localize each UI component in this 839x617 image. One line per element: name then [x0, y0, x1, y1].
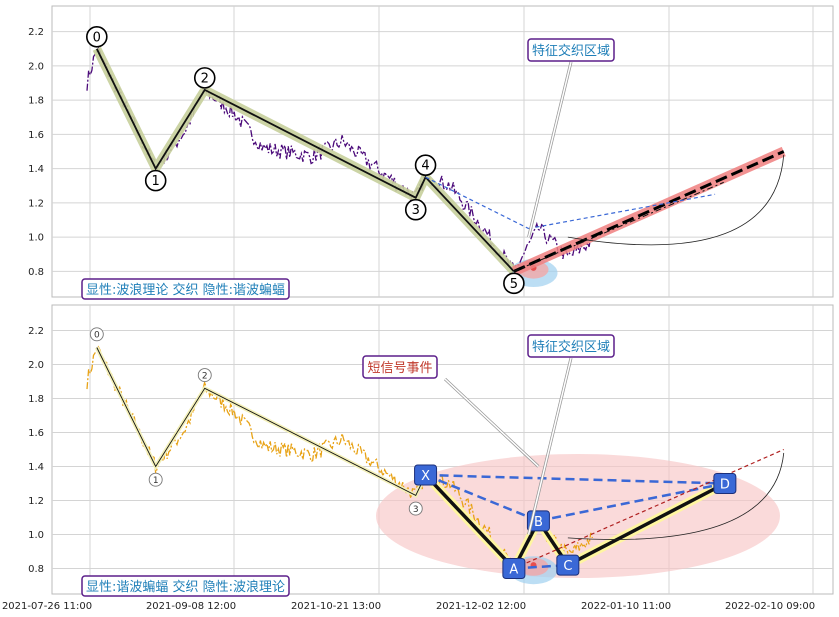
- y-tick-label: 1.2: [28, 496, 44, 507]
- wave-line: [96, 48, 515, 272]
- wave-label-3: 3: [413, 505, 419, 515]
- annotation-box-label: 显性:谐波蝙蝠 交织 隐性:波浪理论: [86, 579, 285, 595]
- feature-arrow: [527, 61, 572, 238]
- projection-arc: [567, 452, 785, 540]
- y-tick-label: 1.2: [28, 198, 44, 209]
- blue-dash-2: [528, 193, 716, 230]
- harmonic-xd-dash: [425, 473, 725, 485]
- harmonic-label-a: A: [509, 563, 518, 578]
- annotation-box: [81, 575, 290, 597]
- projection-dash: [513, 150, 785, 273]
- y-tick-label: 0.8: [28, 267, 44, 278]
- y-tick-label: 1.8: [28, 394, 44, 405]
- wave-marker-0: [86, 25, 108, 48]
- wave-marker-4: [414, 154, 437, 176]
- projection-dashdot: [513, 181, 724, 272]
- harmonic-leg: [424, 473, 516, 570]
- wave-label-2: 2: [202, 371, 208, 381]
- annotation-box-label: 显性:波浪理论 交织 隐性:谐波蝙蝠: [86, 282, 285, 298]
- wave-marker-2: [197, 368, 212, 383]
- y-tick-label: 2.2: [28, 326, 44, 337]
- wave-label-3: 3: [412, 203, 420, 218]
- harmonic-leg: [567, 481, 726, 567]
- harmonic-label-x: X: [421, 469, 430, 484]
- wave-marker-5: [503, 272, 525, 295]
- harmonic-marker-d: [713, 473, 737, 494]
- wave-label-4: 4: [421, 159, 429, 174]
- y-tick-label: 1.6: [28, 428, 44, 439]
- y-tick-label: 1.4: [28, 462, 44, 473]
- projection-dash: [513, 448, 784, 570]
- annotation-box: [81, 278, 290, 300]
- wave-marker-3: [408, 501, 423, 516]
- wave-label-1: 1: [153, 476, 159, 486]
- wave-label-5: 5: [510, 277, 518, 292]
- y-tick-label: 1.0: [28, 233, 44, 244]
- harmonic-label-b: B: [534, 515, 543, 530]
- x-axis: 2021-07-26 11:00 2021-09-08 12:00 2021-10-…: [2, 601, 815, 612]
- x-tick-label: 2021-12-02 12:00: [436, 601, 526, 612]
- x-tick-label: 2021-09-08 12:00: [146, 601, 236, 612]
- wave-label-1: 1: [152, 174, 160, 189]
- feature-box: [527, 38, 615, 62]
- x-tick-label: 2022-02-10 09:00: [725, 601, 815, 612]
- wave-marker-2: [193, 67, 216, 89]
- harmonic-marker-x: [414, 464, 438, 486]
- y-tick-label: 0.8: [28, 564, 44, 575]
- event-box: [362, 355, 438, 379]
- y-tick-label: 1.4: [28, 164, 44, 175]
- harmonic-marker-c: [556, 554, 580, 576]
- y-tick-label: 2.0: [28, 61, 44, 72]
- y-tick-label: 1.0: [28, 530, 44, 541]
- wave-label-0: 0: [93, 30, 101, 45]
- x-tick-label: 2021-07-26 11:00: [2, 601, 92, 612]
- harmonic-label-c: C: [563, 559, 572, 574]
- y-tick-label: 2.2: [28, 27, 44, 38]
- wave-label-2: 2: [201, 71, 209, 86]
- blue-dash-1: [425, 176, 529, 230]
- x-tick-label: 2022-01-10 11:00: [581, 601, 671, 612]
- projection-arc: [567, 154, 785, 246]
- event-arrow: [444, 378, 539, 468]
- x-tick-label: 2021-10-21 13:00: [291, 601, 381, 612]
- wave-label-0: 0: [94, 331, 100, 341]
- event-box-label: 短信号事件: [367, 361, 432, 376]
- y-tick-label: 1.6: [28, 130, 44, 141]
- feature-ellipse: [376, 454, 780, 578]
- y-tick-label: 1.8: [28, 96, 44, 107]
- feature-box-label: 特征交织区域: [532, 339, 610, 355]
- harmonic-marker-a: [502, 558, 526, 579]
- wave-marker-1: [148, 472, 163, 487]
- bottom-panel: 0.8 1.0 1.2 1.4 1.6 1.8 2.0 2.2 X A B C D 0 1 2 3 特征交织区域短…: [28, 304, 834, 597]
- harmonic-label-d: D: [720, 478, 730, 493]
- wave-marker-0: [89, 327, 104, 342]
- harmonic-xb-dash: [425, 473, 539, 523]
- plot-frame: [51, 5, 834, 298]
- wave-marker-1: [144, 169, 167, 192]
- feature-arrow: [527, 357, 572, 535]
- feature-box-label: 特征交织区域: [532, 43, 610, 59]
- y-tick-label: 2.0: [28, 360, 44, 371]
- feature-box: [527, 334, 615, 358]
- wave-marker-3: [404, 198, 427, 221]
- top-panel: 0.8 1.0 1.2 1.4 1.6 1.8 2.0 2.2 0 1 2 3 4 5 特征交织区域显性:波…: [28, 5, 834, 300]
